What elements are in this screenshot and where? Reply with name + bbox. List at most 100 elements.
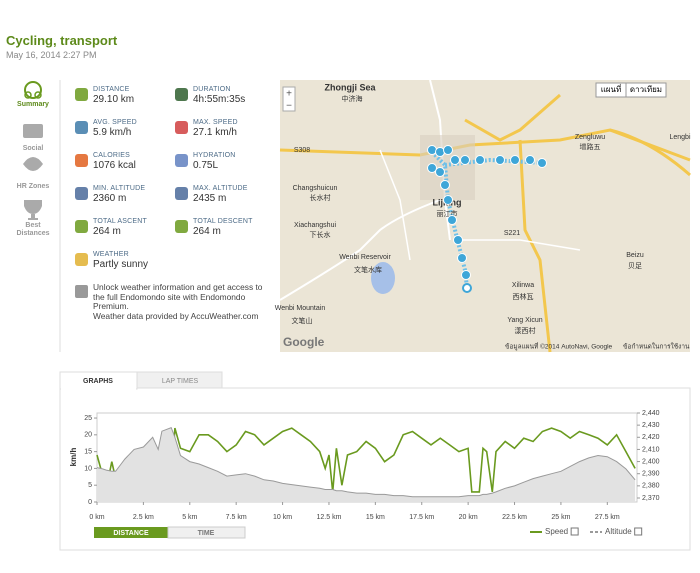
route-marker: [440, 180, 450, 190]
nav-item[interactable]: Best Distances: [16, 222, 50, 237]
stat-icon: [75, 187, 88, 200]
y-tick-label: 5: [88, 482, 92, 489]
route-marker: [450, 155, 460, 165]
legend-checkbox[interactable]: [634, 527, 643, 536]
stat-icon: [75, 88, 88, 101]
y2-tick-label: 2,430: [642, 422, 660, 429]
x-tick-label: 17.5 km: [409, 514, 434, 521]
map: + −: [279, 79, 691, 353]
stat-label: WEATHER: [93, 251, 129, 258]
route-marker: [443, 145, 453, 155]
y-axis-label: km/h: [69, 448, 78, 467]
stat-value: 5.9 km/h: [93, 127, 132, 138]
legend-label: Speed: [545, 527, 568, 536]
svg-text:+: +: [286, 89, 292, 100]
stat-label: DISTANCE: [93, 86, 130, 93]
map-label: 增路五: [580, 142, 601, 151]
x-tick-label: 10 km: [273, 514, 292, 521]
stat-icon: [175, 121, 188, 134]
map-label: Wenbi Mountain: [275, 305, 326, 312]
stat: WEATHER Partly sunny: [93, 251, 148, 270]
stat-value: 29.10 km: [93, 94, 135, 105]
y2-tick-label: 2,380: [642, 483, 660, 490]
map-button[interactable]: แผนที่: [601, 83, 622, 94]
route-marker: [453, 235, 463, 245]
stat-value: 4h:55m:35s: [193, 94, 246, 105]
x-tick-label: 15 km: [366, 514, 385, 521]
map-label: 长水村: [310, 193, 331, 202]
map-button[interactable]: ดาวเทียม: [630, 85, 662, 94]
map-logo: Google: [283, 335, 325, 349]
x-tick-label: 20 km: [459, 514, 478, 521]
map-label: 文笔山: [292, 316, 313, 325]
graph-tab[interactable]: GRAPHS: [83, 378, 113, 385]
graph-tab[interactable]: LAP TIMES: [162, 378, 199, 385]
stat-value: 1076 kcal: [93, 160, 136, 171]
stat-icon: [175, 88, 188, 101]
stat-value: 27.1 km/h: [193, 127, 237, 138]
map-label: Wenbi Reservoir: [339, 254, 391, 261]
stat-value: 2435 m: [193, 193, 227, 204]
nav-item[interactable]: Social: [22, 145, 44, 152]
workout-title: Cycling, transport: [6, 33, 118, 48]
map-label: Yang Xicun: [507, 317, 542, 324]
x-tick-label: 12.5 km: [317, 514, 342, 521]
map-label: Zhongji Sea: [324, 82, 376, 92]
stat-label: HYDRATION: [193, 152, 236, 159]
y2-tick-label: 2,410: [642, 446, 660, 453]
y2-tick-label: 2,370: [642, 495, 660, 502]
stat-value: Partly sunny: [93, 259, 149, 270]
stat-icon: [75, 121, 88, 134]
legend-checkbox[interactable]: [570, 527, 579, 536]
map-label: 下长水: [310, 230, 331, 239]
stat-icon: [75, 220, 88, 233]
stat-icon: [75, 154, 88, 167]
x-tick-label: 7.5 km: [226, 514, 247, 521]
x-mode-toggle[interactable]: TIME: [198, 530, 215, 537]
route-marker: [443, 195, 453, 205]
x-tick-label: 27.5 km: [595, 514, 620, 521]
stat: TOTAL DESCENT 264 m: [193, 218, 253, 237]
stat: MIN. ALTITUDE 2360 m: [93, 185, 145, 204]
series-line: [96, 426, 636, 498]
stat-label: MAX. ALTITUDE: [193, 185, 248, 192]
map-label: Lengbi: [669, 134, 690, 141]
x-tick-label: 22.5 km: [502, 514, 527, 521]
y-tick-label: 15: [84, 448, 92, 455]
stat: DISTANCE 29.10 km: [93, 86, 134, 105]
stat-label: CALORIES: [93, 152, 130, 159]
stat-icon: [75, 253, 88, 266]
map-label: S221: [504, 230, 520, 237]
map-label: Xiachangshui: [294, 222, 336, 229]
route-marker: [457, 253, 467, 263]
map-label: 丽江市: [437, 209, 458, 218]
workout-date: May 16, 2014 2:27 PM: [6, 50, 97, 60]
stat: MAX. SPEED 27.1 km/h: [193, 119, 238, 138]
map-label: Xilinwa: [512, 282, 534, 289]
nav-item[interactable]: HR Zones: [16, 183, 50, 190]
y-tick-label: 0: [88, 499, 92, 506]
note-icon: [75, 285, 88, 298]
stat-value: 264 m: [93, 226, 121, 237]
map-label: 中济海: [342, 94, 363, 103]
stat-label: TOTAL DESCENT: [193, 218, 253, 225]
map-terms: ข้อกำหนดในการใช้งาน: [623, 343, 690, 351]
stat-value: 0.75L: [193, 160, 219, 171]
route-marker: [447, 215, 457, 225]
nav-item[interactable]: Summary: [17, 101, 49, 108]
stat-label: DURATION: [193, 86, 231, 93]
stat-value: 264 m: [193, 226, 221, 237]
map-label: Beizu: [626, 252, 644, 259]
stat: CALORIES 1076 kcal: [93, 152, 136, 171]
stat-label: AVG. SPEED: [93, 119, 137, 126]
y-tick-label: 20: [84, 432, 92, 439]
note-text: Unlock weather information and get acces…: [93, 282, 263, 311]
x-mode-toggle[interactable]: DISTANCE: [113, 530, 149, 537]
x-tick-label: 0 km: [89, 514, 104, 521]
premium-note: Unlock weather information and get acces…: [93, 282, 271, 321]
stat: TOTAL ASCENT 264 m: [93, 218, 147, 237]
stat-label: MIN. ALTITUDE: [93, 185, 146, 192]
y-tick-label: 10: [84, 465, 92, 472]
y-tick-label: 25: [84, 415, 92, 422]
